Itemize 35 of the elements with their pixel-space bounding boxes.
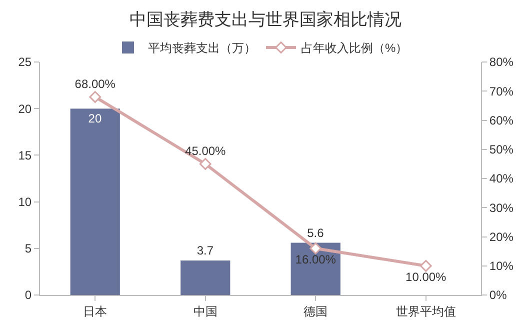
x-tick-label: 中国 [193,304,218,318]
bar [70,108,120,295]
x-tick-label: 日本 [83,304,108,318]
x-tick-label: 德国 [304,304,328,318]
data-label: 68.00% [74,76,116,91]
y-tick-label: 5 [24,242,32,256]
bar [180,260,230,295]
y2-tick-label: 10% [489,259,514,274]
point [310,242,322,254]
y2-tick-label: 70% [489,84,514,98]
x-tick-label: 世界平均值 [396,304,456,318]
point [420,260,432,272]
legend-label: 平均丧葬支出（万） [148,41,256,56]
y2-tick-label: 40% [489,172,514,186]
y-tick-label: 20 [18,102,32,116]
y-tick-label: 25 [18,55,32,70]
y-tick-label: 10 [18,195,32,209]
legend-label: 占年收入比例（%） [301,41,408,56]
y-tick-label: 0 [24,288,32,302]
point [199,158,212,170]
y2-tick-label: 60% [489,113,514,128]
y2-tick-label: 20% [489,230,514,244]
y2-tick-label: 0% [489,288,508,302]
data-label: 45.00% [185,144,226,158]
y-tick-label: 15 [18,148,32,162]
data-label: 3.7 [196,244,214,258]
y2-tick-label: 50% [489,142,514,157]
data-label: 10.00% [406,270,447,284]
data-label: 5.6 [307,226,324,240]
y2-tick-label: 80% [489,55,514,70]
data-label: 16.00% [295,252,336,266]
y2-tick-label: 30% [489,200,514,215]
point [89,91,102,103]
data-label: 20 [88,112,102,126]
chart-title: 中国丧葬费支出与世界国家相比情况 [130,10,402,30]
